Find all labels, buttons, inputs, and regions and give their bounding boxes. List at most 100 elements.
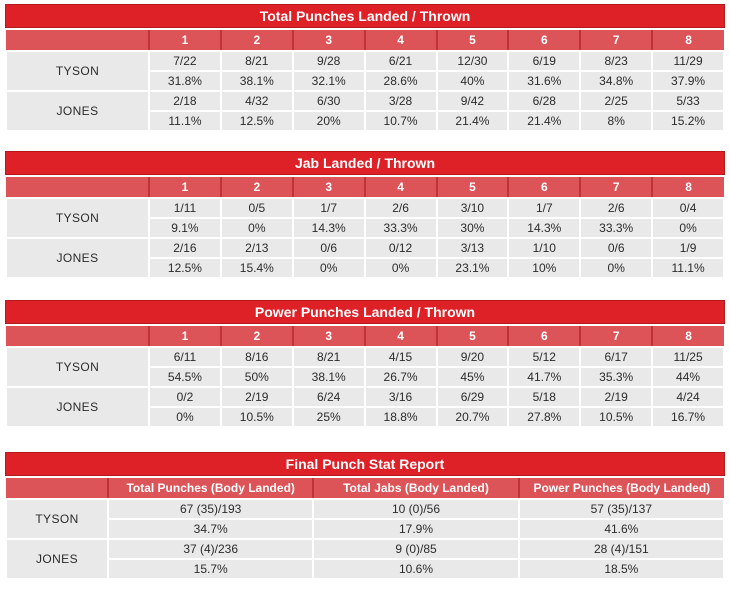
landed-thrown-value: 1/11 [148,197,222,219]
accuracy-percent: 31.8% [148,70,222,92]
column-header: 5 [435,326,509,348]
column-header: 7 [579,30,653,52]
fighter-values-row: TYSON 67 (35)/193 10 (0)/56 57 (35)/137 [5,498,726,540]
landed-thrown-value: 8/21 [291,346,366,368]
accuracy-percent: 0% [219,217,294,239]
table-title-final-report: Final Punch Stat Report [5,452,725,476]
accuracy-percent: 21.4% [435,110,510,132]
fighter-name: JONES [5,538,109,580]
landed-thrown-value: 6/24 [291,386,366,408]
landed-thrown-value: 3/13 [435,237,510,259]
final-stat-report-table: Final Punch Stat Report Total Punches (B… [5,452,726,580]
accuracy-percent: 20.7% [435,406,510,428]
column-header: 7 [579,326,653,348]
accuracy-percent: 0% [291,257,366,279]
fighter-percent-row: 31.8% 38.1% 32.1% 28.6% 40% 31.6% 34.8% 37.9% [6,70,725,92]
power-punches-table: Power Punches Landed / Thrown 1 2 3 4 5 6 7 8 TY… [5,300,725,428]
landed-thrown-value: 9 (0)/85 [312,538,520,560]
accuracy-percent: 40% [435,70,510,92]
accuracy-percent: 34.8% [579,70,654,92]
column-header: 2 [219,30,293,52]
column-header: 4 [363,30,437,52]
accuracy-percent: 11.1% [651,257,725,279]
jab-grid: 1 2 3 4 5 6 7 8 TYSON 1/11 0/5 1/7 2/6 3/10 1/7 2/6 0/4 9… [5,177,725,279]
landed-thrown-value: 10 (0)/56 [312,498,520,520]
column-header: 6 [507,30,581,52]
landed-thrown-value: 37 (4)/236 [106,538,315,560]
accuracy-percent: 10.7% [363,110,438,132]
accuracy-percent: 15.2% [651,110,725,132]
total-punches-table: Total Punches Landed / Thrown 1 2 3 4 5 6 7 8 TY… [5,4,725,132]
accuracy-percent: 27.8% [507,406,582,428]
table-title-total-punches: Total Punches Landed / Thrown [5,4,725,28]
fighter-column-header [6,326,149,348]
accuracy-percent: 16.7% [651,406,725,428]
column-header: 4 [363,177,437,199]
landed-thrown-value: 2/18 [148,90,222,112]
landed-thrown-value: 9/20 [435,346,510,368]
landed-thrown-value: 5/18 [507,386,582,408]
accuracy-percent: 0% [651,217,725,239]
fighter-name: JONES [5,237,150,279]
accuracy-percent: 15.7% [106,558,315,580]
accuracy-percent: 20% [291,110,366,132]
column-header: 8 [651,30,724,52]
accuracy-percent: 0% [579,257,654,279]
total-punches-grid: 1 2 3 4 5 6 7 8 TYSON 7/22 8/21 9/28 6/21 12/30 6/19 8/… [5,30,725,132]
landed-thrown-value: 6/11 [148,346,222,368]
fighter-percent-row: 34.7% 17.9% 41.6% [6,518,726,540]
fighter-percent-row: 0% 10.5% 25% 18.8% 20.7% 27.8% 10.5% 16.7% [6,406,725,428]
table-title-power-punches: Power Punches Landed / Thrown [5,300,725,324]
fighter-name: JONES [5,90,150,132]
landed-thrown-value: 67 (35)/193 [106,498,315,520]
fighter-values-row: TYSON 7/22 8/21 9/28 6/21 12/30 6/19 8/23 11/29 [5,50,725,92]
fighter-values-row: JONES 2/16 2/13 0/6 0/12 3/13 1/10 0/6 1/9 [5,237,725,279]
landed-thrown-value: 1/7 [291,197,366,219]
accuracy-percent: 32.1% [291,70,366,92]
jab-table: Jab Landed / Thrown 1 2 3 4 5 6 7 8 TYSON 1/11 0/5… [5,151,725,279]
landed-thrown-value: 0/6 [291,237,366,259]
accuracy-percent: 37.9% [651,70,725,92]
column-header: 6 [507,326,581,348]
landed-thrown-value: 8/21 [219,50,294,72]
fighter-name: TYSON [5,197,150,239]
accuracy-percent: 12.5% [219,110,294,132]
accuracy-percent: 50% [219,366,294,388]
accuracy-percent: 34.7% [106,518,315,540]
fighter-values-row: TYSON 6/11 8/16 8/21 4/15 9/20 5/12 6/17 11/25 [5,346,725,388]
column-header: 1 [148,177,221,199]
landed-thrown-value: 6/21 [363,50,438,72]
landed-thrown-value: 6/29 [435,386,510,408]
landed-thrown-value: 3/10 [435,197,510,219]
landed-thrown-value: 1/7 [507,197,582,219]
landed-thrown-value: 0/4 [651,197,725,219]
accuracy-percent: 35.3% [579,366,654,388]
accuracy-percent: 10.6% [312,558,520,580]
accuracy-percent: 30% [435,217,510,239]
final-report-grid: Total Punches (Body Landed) Total Jabs (B… [5,478,726,580]
column-header: 3 [291,326,365,348]
column-header: 2 [219,326,293,348]
accuracy-percent: 8% [579,110,654,132]
accuracy-percent: 31.6% [507,70,582,92]
column-header: 7 [579,177,653,199]
fighter-values-row: JONES 0/2 2/19 6/24 3/16 6/29 5/18 2/19 4/24 [5,386,725,428]
accuracy-percent: 26.7% [363,366,438,388]
column-header: Power Punches (Body Landed) [517,478,724,500]
landed-thrown-value: 7/22 [148,50,222,72]
accuracy-percent: 18.8% [363,406,438,428]
accuracy-percent: 12.5% [148,257,222,279]
fighter-percent-row: 54.5% 50% 38.1% 26.7% 45% 41.7% 35.3% 44% [6,366,725,388]
landed-thrown-value: 2/6 [363,197,438,219]
landed-thrown-value: 0/5 [219,197,294,219]
accuracy-percent: 33.3% [579,217,654,239]
fighter-name: TYSON [5,346,150,388]
fighter-values-row: JONES 37 (4)/236 9 (0)/85 28 (4)/151 [5,538,726,580]
accuracy-percent: 54.5% [148,366,222,388]
landed-thrown-value: 0/6 [579,237,654,259]
landed-thrown-value: 28 (4)/151 [517,538,726,560]
table-title-jab: Jab Landed / Thrown [5,151,725,175]
